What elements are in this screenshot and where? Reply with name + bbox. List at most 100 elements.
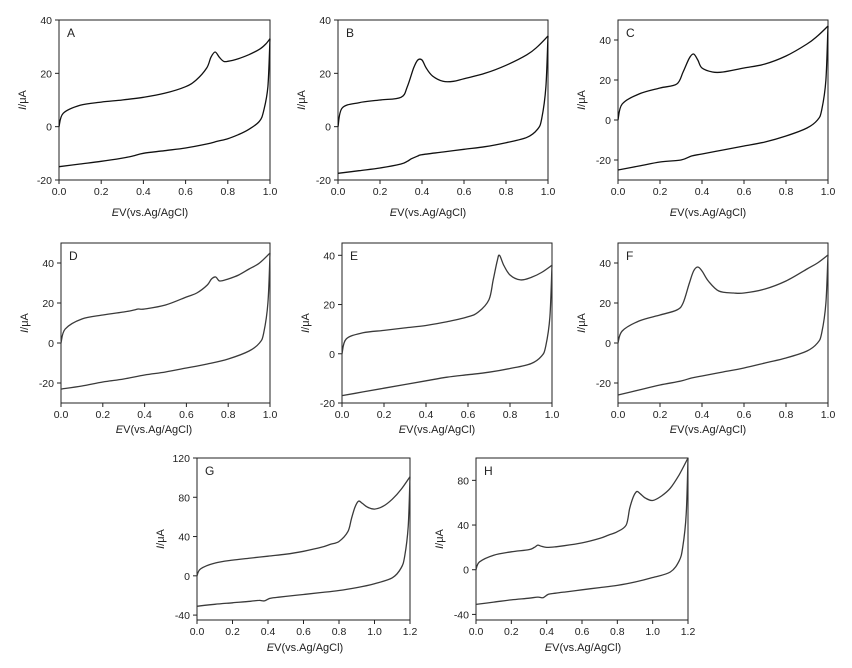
- x-tick-label: 0.6: [457, 186, 472, 198]
- x-tick-label: 0.4: [415, 186, 430, 198]
- x-axis-label: EV(vs.Ag/AgCl): [545, 642, 621, 654]
- x-tick-label: 0.6: [575, 626, 590, 638]
- y-tick-label: 0: [605, 338, 611, 350]
- y-tick-label: -20: [316, 175, 331, 187]
- x-tick-label: 0.8: [779, 409, 794, 421]
- plot-frame: [341, 242, 553, 404]
- y-tick-label: 20: [40, 68, 52, 80]
- x-tick-label: 0.6: [179, 409, 194, 421]
- plot-frame: [196, 457, 411, 621]
- x-tick-label: 0.0: [469, 626, 484, 638]
- y-tick-label: 80: [457, 475, 469, 487]
- x-tick-label: 0.6: [461, 409, 476, 421]
- y-tick-label: 40: [457, 520, 469, 532]
- panel-label: G: [205, 464, 214, 478]
- panel-label: D: [69, 249, 78, 263]
- x-tick-label: 0.2: [653, 186, 668, 198]
- x-tick-label: 0.0: [335, 409, 350, 421]
- y-tick-label: 0: [184, 571, 190, 583]
- plot-frame: [337, 19, 549, 181]
- x-axis-label: EV(vs.Ag/AgCl): [116, 424, 192, 436]
- x-tick-label: 0.2: [504, 626, 519, 638]
- panel-label: C: [626, 26, 635, 40]
- y-tick-label: -20: [37, 175, 52, 187]
- cv-curve-forward: [475, 457, 689, 570]
- cv-curve-forward: [60, 252, 271, 344]
- x-tick-label: 0.2: [225, 626, 240, 638]
- x-tick-label: 0.8: [499, 186, 514, 198]
- y-tick-label: 20: [599, 75, 611, 87]
- cv-curve-forward: [617, 25, 829, 121]
- y-tick-label: 40: [323, 250, 335, 262]
- y-axis-label: I/μA: [576, 312, 588, 332]
- y-tick-label: 40: [40, 15, 52, 27]
- x-tick-label: 0.6: [737, 409, 752, 421]
- cv-curve-reverse: [617, 25, 829, 171]
- x-tick-label: 1.0: [645, 626, 660, 638]
- x-axis-label: EV(vs.Ag/AgCl): [112, 207, 188, 219]
- x-tick-label: 1.0: [367, 626, 382, 638]
- y-tick-label: 20: [319, 68, 331, 80]
- y-tick-label: 40: [319, 15, 331, 27]
- y-tick-label: 0: [46, 122, 52, 134]
- x-axis-label: EV(vs.Ag/AgCl): [670, 207, 746, 219]
- y-axis-label: I/μA: [434, 528, 446, 548]
- cv-curve-reverse: [341, 265, 553, 397]
- x-tick-label: 0.2: [95, 409, 110, 421]
- y-tick-label: 20: [42, 298, 54, 310]
- plot-frame: [58, 19, 271, 181]
- panel-b: B 0.0 0.2 0.4 0.6 0.8 1.0 -20 0 20 40 I/μA EV(vs.Ag/…: [296, 15, 555, 219]
- x-tick-label: 0.0: [54, 409, 69, 421]
- panel-label: H: [484, 464, 493, 478]
- x-tick-label: 1.0: [821, 186, 836, 198]
- y-tick-label: 40: [599, 258, 611, 270]
- x-tick-label: 0.4: [136, 186, 151, 198]
- cv-curve-forward: [337, 35, 549, 127]
- x-tick-label: 0.8: [610, 626, 625, 638]
- y-axis-label: I/μA: [576, 89, 588, 109]
- y-tick-label: 80: [178, 492, 190, 504]
- cv-curve-reverse: [196, 476, 411, 607]
- plot-frame: [475, 457, 689, 621]
- y-tick-label: 40: [178, 532, 190, 544]
- x-tick-label: 1.2: [403, 626, 418, 638]
- x-tick-label: 0.2: [94, 186, 109, 198]
- panel-h: H 0.0 0.2 0.4 0.6 0.8 1.0 1.2 -40 0 40 80 I/μA EV(vs.…: [434, 457, 696, 654]
- x-tick-label: 0.2: [377, 409, 392, 421]
- x-tick-label: 0.6: [737, 186, 752, 198]
- y-tick-label: 0: [463, 565, 469, 577]
- y-tick-label: 0: [48, 338, 54, 350]
- y-axis-label: I/μA: [155, 528, 167, 548]
- y-tick-label: 40: [599, 35, 611, 47]
- y-axis-label: I/μA: [19, 312, 31, 332]
- cv-curve-forward: [617, 254, 829, 344]
- x-axis-label: EV(vs.Ag/AgCl): [399, 424, 475, 436]
- plot-frame: [617, 242, 829, 404]
- x-tick-label: 0.0: [331, 186, 346, 198]
- y-tick-label: -40: [454, 609, 469, 621]
- y-tick-label: -20: [320, 398, 335, 410]
- x-tick-label: 0.6: [296, 626, 311, 638]
- x-tick-label: 0.4: [261, 626, 276, 638]
- panel-f: F 0.0 0.2 0.4 0.6 0.8 1.0 -20 0 20 40 I/μA EV(vs.Ag/…: [576, 242, 835, 436]
- x-tick-label: 0.8: [779, 186, 794, 198]
- panel-label: B: [346, 26, 354, 40]
- y-tick-label: 20: [599, 298, 611, 310]
- cv-curve-forward: [341, 254, 553, 354]
- x-tick-label: 0.8: [221, 409, 236, 421]
- x-tick-label: 0.2: [653, 409, 668, 421]
- x-tick-label: 1.0: [545, 409, 560, 421]
- x-tick-label: 0.4: [695, 409, 710, 421]
- x-tick-label: 0.0: [611, 186, 626, 198]
- cv-curve-reverse: [60, 252, 271, 390]
- cv-curve-reverse: [617, 254, 829, 396]
- panel-label: F: [626, 249, 633, 263]
- x-tick-label: 1.0: [263, 409, 278, 421]
- panel-a: A 0.0 0.2 0.4 0.6 0.8 1.0 -20 0 20 40 I/μA EV(vs.Ag/…: [17, 15, 277, 219]
- panel-g: G 0.0 0.2 0.4 0.6 0.8 1.0 1.2 -40 0 40 80 120 I/μA EV(…: [155, 453, 417, 654]
- x-tick-label: 1.2: [681, 626, 696, 638]
- x-tick-label: 0.4: [695, 186, 710, 198]
- y-tick-label: 0: [325, 122, 331, 134]
- x-tick-label: 0.4: [419, 409, 434, 421]
- plot-frame: [617, 19, 829, 181]
